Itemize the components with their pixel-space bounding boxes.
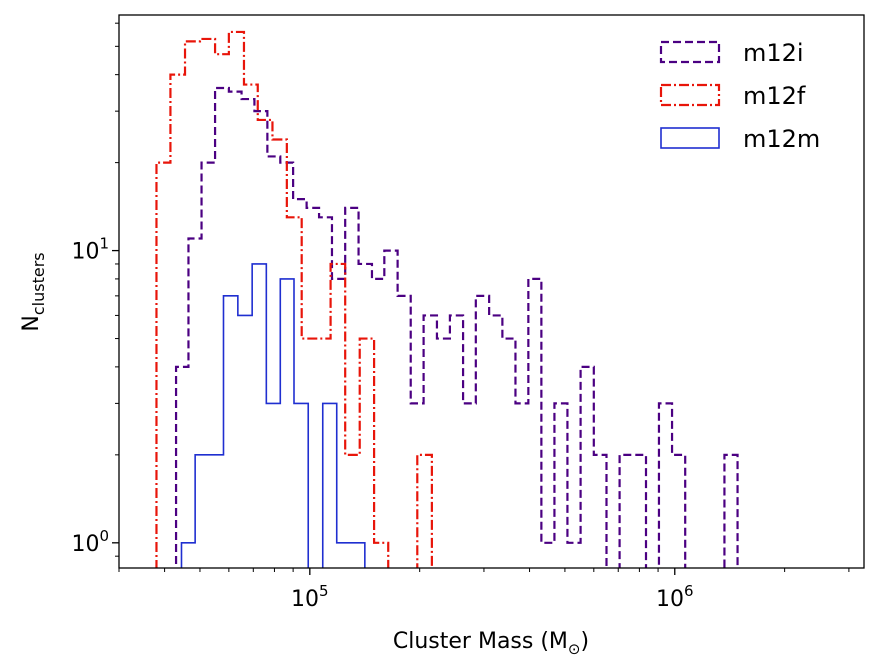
legend-swatch-m12f [659,83,721,107]
legend: m12i m12f m12m [659,39,820,153]
legend-label-m12f: m12f [743,82,806,110]
y-axis-label-sub: clusters [29,252,48,315]
x-axis-label-tail: ) [581,629,590,654]
x-tick-label-exponent: 6 [684,582,694,600]
x-tick-label: 106 [656,582,694,612]
x-tick-label-base: 10 [291,587,319,612]
y-tick-label: 101 [71,235,109,265]
y-tick-label-base: 10 [71,532,99,557]
legend-swatch-m12i [659,40,721,64]
x-axis-label-main: Cluster Mass (M [393,629,568,654]
series-layer [155,30,739,568]
legend-label-m12m: m12m [743,125,820,153]
y-tick-label-exponent: 1 [99,235,109,253]
x-axis-label-sub: ⊙ [568,640,581,658]
x-tick-label: 105 [291,582,329,612]
legend-label-m12i: m12i [743,39,804,67]
y-axis-label: Nclusters [19,252,48,331]
x-tick-label-exponent: 5 [319,582,329,600]
series-m12f-outline [155,30,433,568]
y-tick-label-base: 10 [71,240,99,265]
legend-swatch-m12m [660,127,720,149]
y-tick-label: 100 [71,527,109,557]
series-m12m-outline [180,263,366,568]
x-tick-label-base: 10 [656,587,684,612]
plot-frame [118,14,865,569]
y-tick-label-exponent: 0 [99,527,109,545]
x-axis-label: Cluster Mass (M⊙) [393,629,589,658]
series-m12i-outline [174,86,739,568]
y-axis-label-main: N [19,315,44,331]
